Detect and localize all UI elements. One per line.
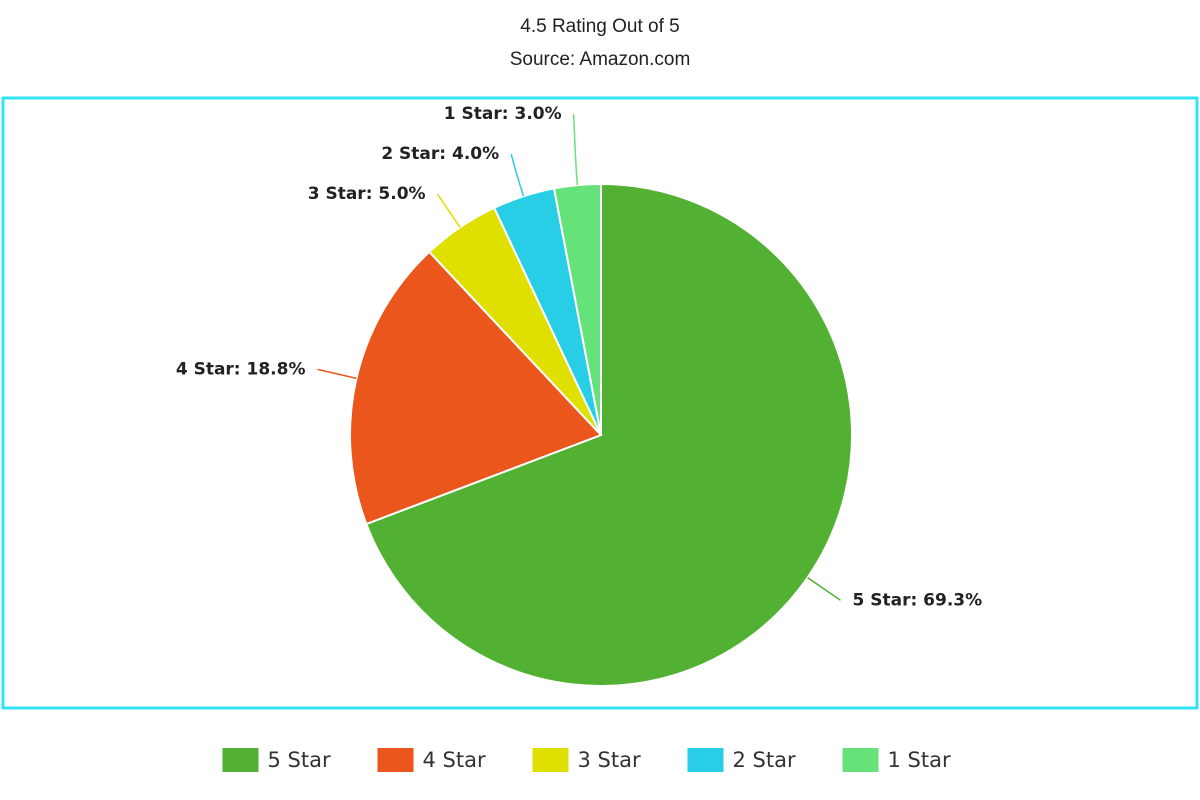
pie-slice	[365, 182, 853, 687]
data-label: 2 Star: 4.0%	[381, 144, 499, 164]
legend-label: 4 Star	[423, 748, 486, 772]
pie-slice	[349, 250, 603, 526]
legend-swatch	[222, 748, 259, 772]
leader-line	[436, 193, 461, 228]
legend-label: 3 Star	[578, 748, 641, 772]
legend-label: 5 Star	[268, 748, 331, 772]
leader-line	[317, 368, 357, 380]
data-label: 1 Star: 3.0%	[444, 104, 562, 124]
legend-swatch	[377, 748, 414, 772]
legend-swatch	[532, 748, 569, 772]
legend-label: 1 Star	[888, 748, 951, 772]
leader-line	[572, 114, 579, 186]
chart-subtitle: Source: Amazon.com	[510, 49, 691, 70]
chart-frame	[1, 96, 1199, 710]
leader-line	[807, 576, 841, 601]
chart-title: 4.5 Rating Out of 5	[520, 16, 680, 37]
data-label: 4 Star: 18.8%	[176, 359, 306, 379]
data-label: 5 Star: 69.3%	[852, 590, 982, 610]
leader-line	[510, 154, 525, 197]
legend-label: 2 Star	[733, 748, 796, 772]
data-label: 3 Star: 5.0%	[308, 184, 426, 204]
legend-swatch	[842, 748, 879, 772]
legend-swatch	[687, 748, 724, 772]
